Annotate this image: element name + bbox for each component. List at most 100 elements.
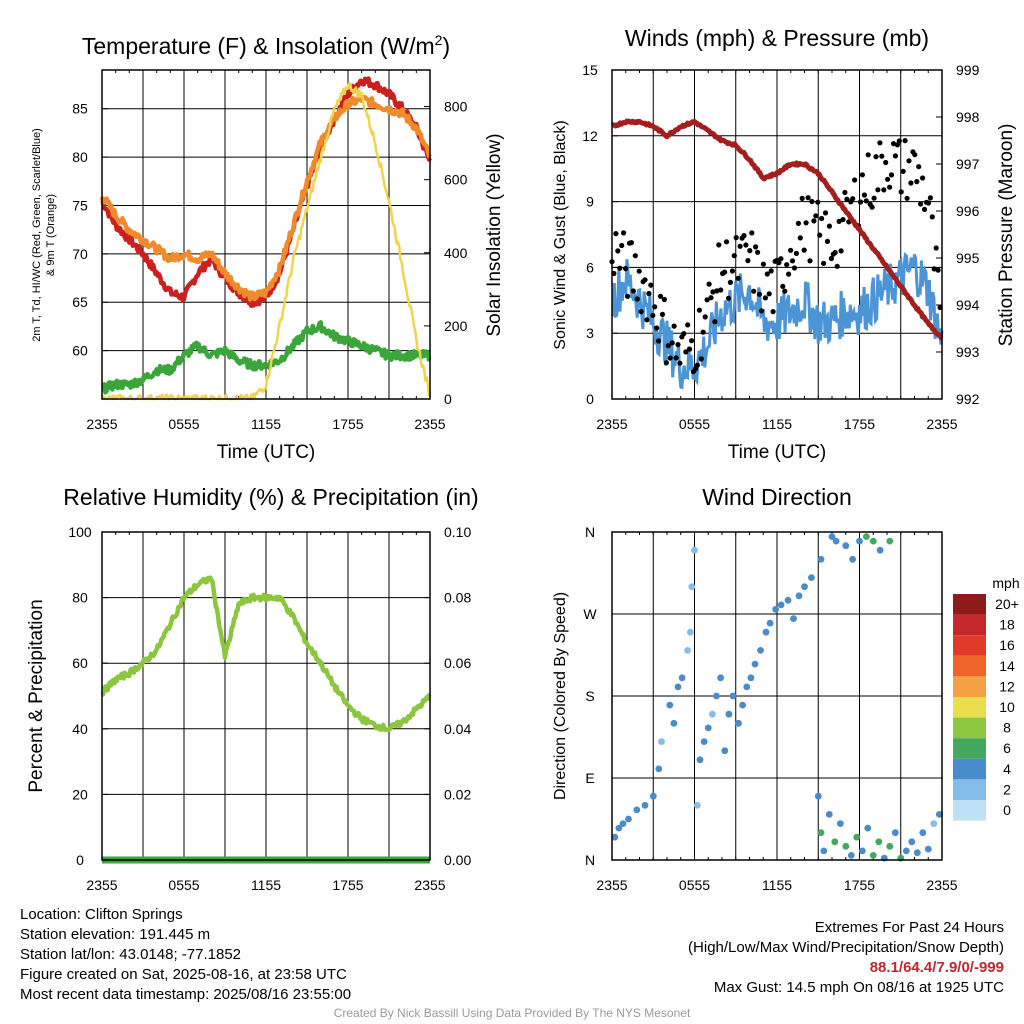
temperature-series-line-2	[100, 320, 432, 395]
gust-point	[689, 338, 695, 344]
y-axis-label-right: Solar Insolation (Yellow)	[484, 133, 505, 336]
gust-point	[815, 199, 821, 205]
gust-point	[902, 138, 908, 144]
gust-point	[737, 243, 743, 249]
direction-point	[670, 719, 678, 727]
plot-border	[611, 69, 943, 400]
x-tick-label: 0555	[168, 877, 199, 893]
gust-point	[698, 356, 704, 362]
gust-point	[865, 152, 871, 158]
y-tick-label-right: 0.00	[444, 852, 471, 868]
direction-tick-label: E	[585, 770, 594, 786]
gust-point	[933, 245, 939, 251]
gust-point	[753, 244, 759, 250]
x-tick-label: 1155	[762, 877, 792, 893]
x-tick-label: 1755	[844, 416, 875, 432]
colorbar-label: 6	[1003, 740, 1011, 756]
gust-point	[669, 340, 675, 346]
direction-point	[869, 852, 877, 859]
gust-point	[671, 323, 677, 329]
gust-point	[751, 288, 757, 294]
gust-point	[811, 218, 817, 224]
direction-point	[842, 542, 850, 550]
direction-point	[886, 842, 894, 850]
gust-point	[731, 253, 737, 259]
gust-point	[644, 317, 650, 323]
gust-point	[908, 180, 914, 186]
gust-point	[863, 198, 869, 204]
gust-point	[875, 187, 881, 193]
y-axis-label-right: Station Pressure (Maroon)	[996, 124, 1017, 347]
direction-point	[658, 738, 665, 745]
gust-point	[914, 179, 920, 185]
colorbar-label: 18	[999, 617, 1015, 633]
direction-point	[777, 601, 785, 609]
direction-point	[836, 820, 844, 827]
gust-point	[819, 215, 825, 222]
y-tick-label-left: 60	[72, 655, 88, 671]
gust-point	[687, 346, 693, 352]
direction-point	[684, 647, 691, 654]
y-tick-label-left: 9	[586, 194, 594, 210]
colorbar-label: 16	[999, 637, 1015, 653]
y-tick-label-left: 75	[72, 197, 88, 213]
x-tick-label: 0555	[679, 416, 710, 432]
title-close: )	[442, 33, 450, 59]
gust-point	[817, 232, 823, 238]
y-tick-label-left: 80	[72, 590, 88, 606]
gust-point	[619, 242, 625, 249]
gust-point	[764, 271, 770, 277]
gust-point	[786, 271, 792, 277]
direction-point	[808, 574, 815, 581]
y-tick-label-left: 85	[72, 101, 88, 117]
gust-point	[628, 240, 635, 246]
direction-point	[790, 615, 797, 622]
direction-point	[831, 838, 839, 846]
gust-point	[929, 214, 935, 220]
gust-point	[729, 268, 736, 274]
y-tick-label-right: 600	[444, 172, 468, 188]
x-tick-label: 0555	[168, 416, 199, 432]
gust-point	[745, 258, 751, 264]
gust-point	[869, 204, 875, 210]
direction-point	[696, 756, 704, 764]
gust-point	[646, 290, 652, 297]
gust-point	[675, 342, 681, 348]
gust-point	[768, 268, 774, 274]
colorbar-label: 20+	[995, 596, 1019, 612]
y-tick-label-left: 65	[72, 294, 88, 310]
latlon-text: Station lat/lon: 43.0148; -77.1852	[20, 946, 242, 963]
gust-point	[803, 220, 809, 226]
direction-point	[625, 815, 632, 823]
direction-point	[919, 829, 927, 837]
colorbar-swatch	[953, 594, 986, 615]
direction-point	[674, 683, 682, 691]
gust-point	[877, 140, 883, 146]
y-tick-label-left: 100	[68, 524, 92, 540]
gust-point	[718, 287, 724, 293]
gust-point	[667, 355, 673, 361]
colorbar-swatch	[953, 800, 986, 821]
direction-point	[619, 820, 627, 827]
x-tick-label: 2355	[86, 877, 117, 893]
gust-point	[788, 247, 794, 253]
direction-point	[853, 833, 861, 841]
recent-data-text: Most recent data timestamp: 2025/08/16 2…	[20, 986, 352, 1003]
gust-point	[710, 289, 716, 295]
gust-point	[636, 268, 642, 274]
x-tick-label: 0555	[679, 877, 710, 893]
y-tick-label-right: 998	[956, 109, 980, 125]
y-tick-label-left: 80	[72, 149, 88, 165]
temperature-series-line-1	[99, 94, 432, 302]
gust-point	[648, 282, 654, 288]
direction-point	[739, 701, 746, 709]
direction-point	[886, 537, 894, 545]
gust-point	[797, 235, 803, 241]
y-axis-label-left: Direction (Colored By Speed)	[552, 592, 569, 800]
colorbar-label: 12	[999, 678, 1015, 694]
x-axis-label: Time (UTC)	[728, 442, 827, 463]
gust-point	[799, 195, 805, 201]
direction-point	[751, 660, 759, 668]
chart-title-winds: Winds (mph) & Pressure (mb)	[625, 25, 929, 51]
plot-border	[101, 69, 431, 400]
